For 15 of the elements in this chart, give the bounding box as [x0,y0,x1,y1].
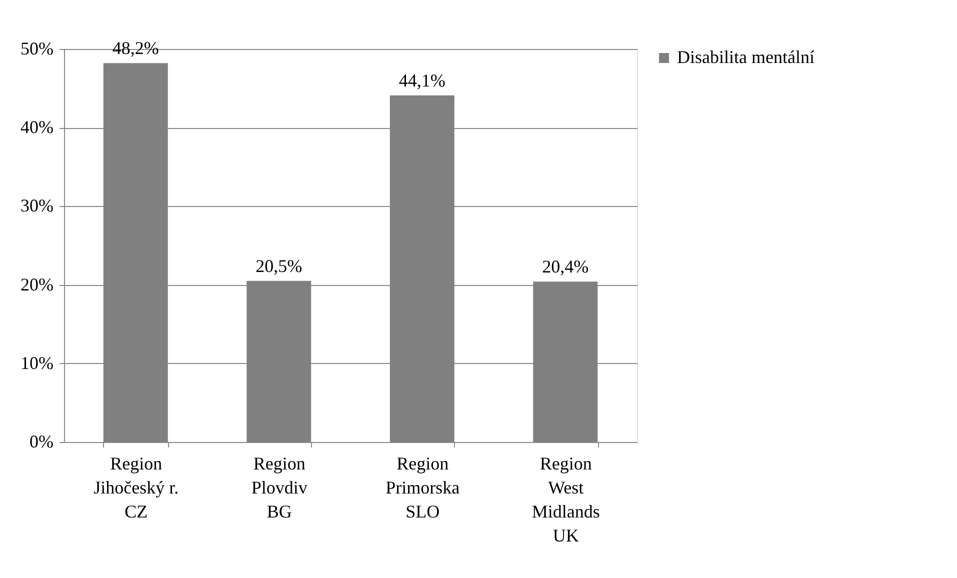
y-tick-label: 10% [20,352,54,373]
y-tick-label: 30% [20,196,54,216]
data-label: 48,2% [112,38,159,58]
data-label: 44,1% [398,70,446,90]
x-tick-label: Region West Midlands UK [532,454,600,546]
y-tick-label: 40% [20,117,54,138]
data-label: 20,5% [256,256,302,276]
x-tick-label: Region Primorska SLO [386,454,460,522]
y-tick-label: 50% [20,38,54,58]
x-tick-label: Region Jihočeský r. CZ [94,454,179,522]
legend-label: Disabilita mentální [677,47,814,67]
data-label: 20,4% [542,256,589,277]
y-tick-label: 0% [30,432,54,452]
x-tick-label: Region Plovdiv BG [251,454,308,522]
y-tick-label: 20% [20,274,54,294]
